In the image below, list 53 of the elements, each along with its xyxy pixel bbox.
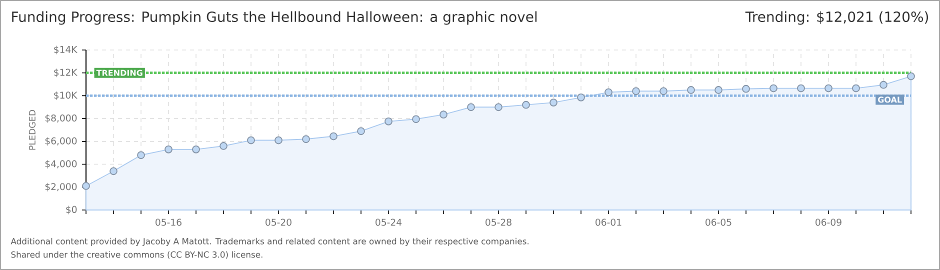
point <box>494 103 502 112</box>
ref-line-label: TRENDING <box>96 70 142 76</box>
y-axis-title: PLEDGED <box>28 110 36 150</box>
point <box>742 84 750 93</box>
chart-subtitle: Trending: $12,021 (120%) <box>745 11 928 25</box>
point <box>522 100 530 109</box>
y-tick-label: $14K <box>54 46 78 54</box>
point <box>137 151 145 160</box>
point <box>714 86 722 94</box>
point <box>797 84 805 92</box>
point <box>687 86 695 94</box>
text: Shared under the creative commons (CC BY-NC 3.0) license. <box>11 251 262 259</box>
point <box>302 135 310 144</box>
text: Additional content provided by Jacoby A Matott. Trademarks and related content are owned by their respective companies. <box>10 238 528 246</box>
point <box>824 84 832 92</box>
point <box>110 167 118 176</box>
point <box>274 136 282 144</box>
y-tick-label: $8,000 <box>45 114 77 123</box>
point <box>192 145 200 154</box>
point <box>660 87 668 96</box>
x-tick-label: 05-24 <box>376 218 402 226</box>
point <box>632 87 640 96</box>
x-tick-label: 06-05 <box>706 218 732 226</box>
y-tick-label: $2,000 <box>45 182 77 192</box>
point <box>577 93 585 102</box>
point <box>770 84 778 92</box>
chart-title: Funding Progress: Pumpkin Guts the Hellbound Halloween: a graphic novel <box>12 11 537 25</box>
point <box>82 182 90 190</box>
point <box>550 98 558 106</box>
point <box>164 145 172 154</box>
point <box>247 136 255 144</box>
x-tick-label: 05-28 <box>486 218 512 226</box>
y-tick-label: $12K <box>54 68 78 78</box>
point <box>220 142 228 150</box>
x-tick-label: 06-01 <box>596 218 622 226</box>
x-tick-label: 06-09 <box>816 218 842 226</box>
y-tick-label: $10K <box>54 91 78 100</box>
point <box>852 84 860 92</box>
y-tick-label: $0 <box>66 206 77 214</box>
point <box>907 72 915 80</box>
point <box>467 103 475 112</box>
point <box>880 80 888 89</box>
point <box>604 88 612 96</box>
x-tick-label: 05-16 <box>156 218 182 226</box>
ref-line-label: GOAL <box>878 96 902 103</box>
x-tick-label: 05-20 <box>266 218 292 226</box>
y-tick-label: $6,000 <box>45 137 77 146</box>
y-tick-label: $4,000 <box>45 160 77 169</box>
point <box>357 127 365 136</box>
point <box>330 132 338 140</box>
point <box>412 115 420 124</box>
point <box>384 117 392 126</box>
point <box>440 110 448 118</box>
